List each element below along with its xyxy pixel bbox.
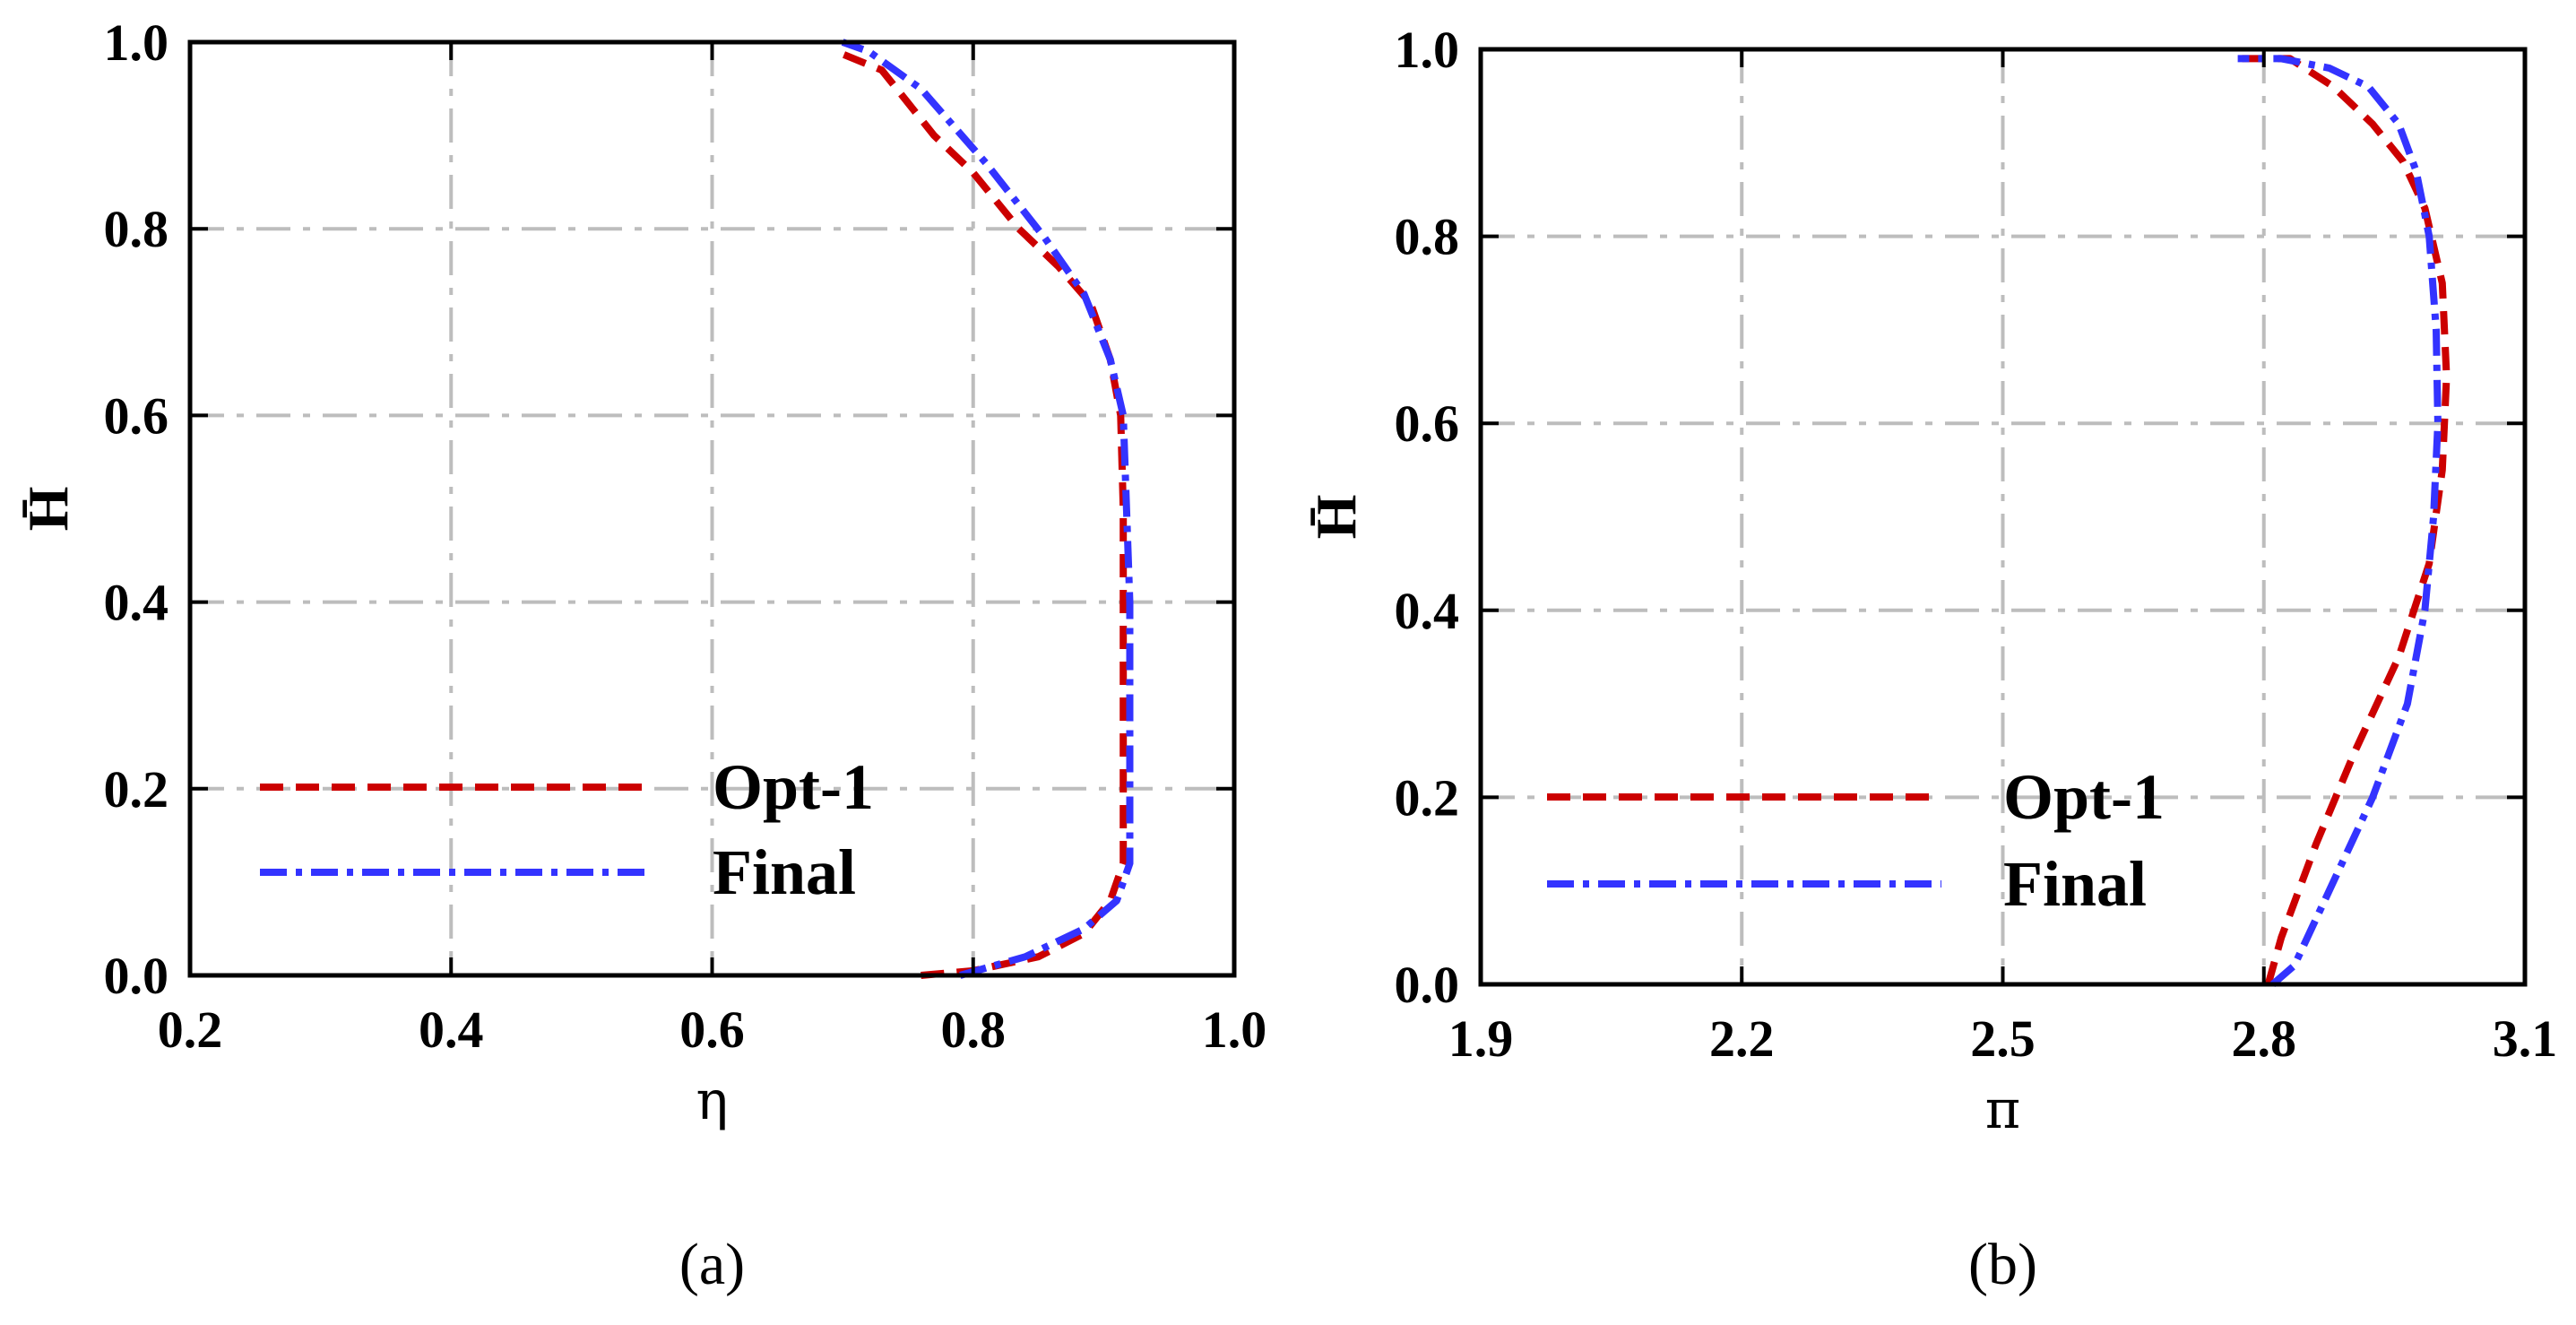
- legend: Opt-1 Final: [260, 751, 874, 908]
- y-tick-label: 0.8: [104, 200, 169, 258]
- x-axis-title: η: [696, 1070, 729, 1132]
- x-tick-label: 0.4: [419, 1000, 484, 1059]
- y-tick-label: 0.4: [104, 574, 169, 632]
- y-tick-label: 0.0: [1395, 956, 1460, 1014]
- grid: [190, 42, 1234, 975]
- x-tick-label: 3.1: [2493, 1009, 2558, 1068]
- legend-label: Opt-1: [713, 751, 874, 823]
- grid: [1481, 49, 2525, 984]
- series-line-opt-1: [2237, 55, 2451, 986]
- x-tick-label: 0.8: [941, 1000, 1007, 1059]
- legend-label: Final: [713, 836, 856, 908]
- series-line-final: [841, 39, 1134, 979]
- panel-a: 0.2 0.4 0.6 0.8 1.00.00.20.40.60.81.0ηH̄Opt-…: [16, 13, 1266, 1297]
- x-axis-title: π: [1985, 1078, 2020, 1141]
- panel-caption: (b): [1968, 1232, 2037, 1297]
- y-axis-title: H̄: [1304, 495, 1368, 540]
- x-tick-label: 2.8: [2232, 1009, 2297, 1068]
- series-line-final: [2237, 55, 2442, 988]
- panel-b: 1.9 2.2 2.5 2.8 3.1 0.0 0.2 0.4 0.6 0.8 1.0 π H̄ Opt-…: [1304, 21, 2557, 1297]
- x-tick-label: 1.9: [1448, 1009, 1514, 1068]
- y-axis-title: H̄: [16, 487, 80, 532]
- y-tick-label: 0.8: [1395, 208, 1460, 266]
- panel-caption: (a): [679, 1232, 745, 1297]
- legend: Opt-1 Final: [1547, 761, 2165, 920]
- y-tick-label: 0.6: [104, 386, 169, 445]
- x-tick-label: 2.5: [1970, 1009, 2036, 1068]
- y-tick-label: 0.4: [1395, 582, 1460, 640]
- x-tick-label: 2.2: [1709, 1009, 1775, 1068]
- x-tick-label: 0.6: [679, 1000, 745, 1059]
- y-tick-label: 1.0: [104, 13, 169, 72]
- y-tick-label: 0.0: [104, 947, 169, 1005]
- legend-label: Final: [2003, 848, 2147, 920]
- x-tick-label: 0.2: [158, 1000, 223, 1059]
- x-tick-label: 1.0: [1202, 1000, 1267, 1059]
- y-tick-label: 0.2: [1395, 768, 1460, 827]
- series-line-opt-1: [834, 48, 1128, 979]
- legend-label: Opt-1: [2003, 761, 2165, 833]
- y-tick-label: 1.0: [1395, 21, 1460, 79]
- y-tick-label: 0.6: [1395, 394, 1460, 453]
- y-tick-label: 0.2: [104, 760, 169, 818]
